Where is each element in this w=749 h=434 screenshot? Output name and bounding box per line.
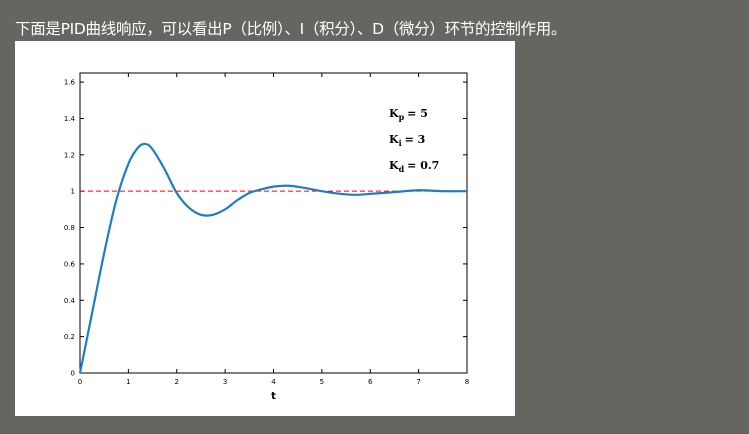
- y-tick-label: 0.2: [64, 333, 75, 341]
- y-tick-label: 0.4: [64, 297, 76, 305]
- x-tick-label: 3: [223, 378, 227, 386]
- x-tick-label: 6: [368, 378, 373, 386]
- y-tick-label: 0: [71, 370, 75, 378]
- kp-annotation: Kp = 5: [389, 107, 428, 122]
- y-tick-label: 0.8: [64, 224, 75, 232]
- y-tick-label: 1: [71, 188, 75, 196]
- x-tick-label: 1: [126, 378, 130, 386]
- chart-marks: [78, 142, 468, 374]
- kd-annotation: Kd = 0.7: [389, 159, 439, 174]
- x-tick-label: 5: [320, 378, 324, 386]
- x-tick-label: 2: [175, 378, 179, 386]
- y-tick-label: 1.2: [64, 151, 75, 159]
- x-tick-label: 4: [271, 378, 276, 386]
- pid-response-chart: 0 1 2 3 4 5 6 7 800.20.40.60.811.21.41.6t Kp = 5 …: [64, 72, 469, 402]
- ki-annotation: Ki = 3: [389, 133, 425, 148]
- chart-labels: 0 1 2 3 4 5 6 7 8 0 0.2 0.4 0.6 0.8 1 1.2 1.4 1.6 t: [64, 79, 469, 402]
- chart-axes: [79, 72, 468, 374]
- y-tick-label: 0.6: [64, 260, 76, 268]
- x-tick-label: 0: [78, 378, 82, 386]
- y-tick-label: 1.4: [64, 115, 76, 123]
- response-curve: [78, 142, 468, 374]
- x-axis-title: t: [271, 391, 276, 402]
- x-tick-label: 8: [465, 378, 469, 386]
- chart-figure: 0 1 2 3 4 5 6 7 8 0 0.2 0.4 0.6 0.8 1 1.2 1.4 1.6 t Kp = 5 …: [15, 41, 515, 416]
- page-caption: 下面是PID曲线响应，可以看出P（比例）、I（积分）、D（微分）环节的控制作用。: [15, 20, 567, 38]
- y-tick-label: 1.6: [64, 79, 76, 87]
- x-tick-label: 7: [416, 378, 420, 386]
